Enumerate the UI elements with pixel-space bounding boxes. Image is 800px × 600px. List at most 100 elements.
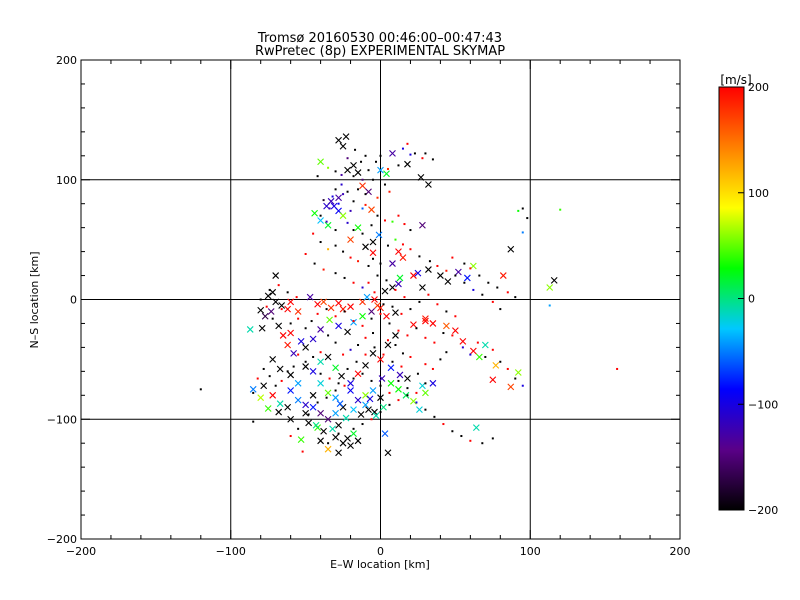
scatter-point-dot <box>361 423 364 426</box>
scatter-point-dot <box>342 250 345 253</box>
scatter-point-dot <box>337 432 340 435</box>
scatter-point-dot <box>406 334 409 337</box>
scatter-point-dot <box>397 329 400 332</box>
scatter-point-x <box>459 338 467 345</box>
scatter-point-x <box>309 335 317 343</box>
scatter-point-x <box>359 182 366 190</box>
scatter-point-dot <box>491 348 494 351</box>
scatter-point-x <box>261 312 269 320</box>
scatter-point-x <box>309 367 317 375</box>
scatter-point-dot <box>319 214 322 217</box>
scatter-point-dot <box>325 308 328 311</box>
scatter-point-dot <box>295 296 298 299</box>
scatter-point-x <box>377 304 384 312</box>
scatter-point-dot <box>401 243 404 246</box>
scatter-point-dot <box>361 286 364 289</box>
scatter-point-x <box>392 332 399 339</box>
scatter-point-x <box>269 355 277 363</box>
scatter-point-x <box>272 272 280 279</box>
y-tick-label: 0 <box>70 294 77 307</box>
colorbar-tick-label: −200 <box>748 504 778 517</box>
scatter-point-x <box>297 436 305 443</box>
scatter-point-dot <box>469 267 472 270</box>
scatter-point-dot <box>379 262 382 265</box>
scatter-point-dot <box>416 372 419 375</box>
scatter-point-dot <box>343 384 346 387</box>
scatter-point-dot <box>418 300 421 303</box>
scatter-point-x <box>371 408 378 416</box>
scatter-point-dot <box>431 367 434 370</box>
scatter-point-x <box>546 284 554 291</box>
scatter-point-x <box>317 358 324 366</box>
scatter-point-dot <box>388 391 391 394</box>
scatter-point-x <box>332 409 339 417</box>
x-tick-labels: −200 −100 0 100 200 <box>66 545 691 558</box>
scatter-point-dot <box>346 221 349 224</box>
scatter-point-dot <box>342 193 345 196</box>
scatter-point-x <box>327 197 335 205</box>
scatter-point-dot <box>319 241 322 244</box>
scatter-point-dot <box>357 188 360 191</box>
scatter-point-x <box>350 318 357 326</box>
scatter-point-dot <box>481 293 484 296</box>
scatter-point-dot <box>352 200 355 203</box>
scatter-point-dot <box>463 262 466 265</box>
scatter-point-dot <box>360 160 363 163</box>
scatter-point-x <box>297 338 305 345</box>
scatter-point-x <box>324 353 332 361</box>
scatter-point-dot <box>334 244 337 247</box>
scatter-point-dot <box>391 220 394 223</box>
scatter-point-dot <box>265 305 268 308</box>
scatter-point-dot <box>401 147 404 150</box>
scatter-point-dot <box>319 372 322 375</box>
x-axis-label: E–W location [km] <box>330 558 430 571</box>
scatter-point-dot <box>322 199 325 202</box>
scatter-point-x <box>347 236 354 244</box>
scatter-point-dot <box>352 175 355 178</box>
scatter-point-x <box>302 363 310 370</box>
scatter-point-dot <box>388 322 391 325</box>
scatter-point-x <box>320 427 327 435</box>
scatter-point-x <box>324 389 332 397</box>
scatter-point-x <box>264 292 272 300</box>
scatter-point-dot <box>461 346 464 349</box>
scatter-point-x <box>354 370 362 378</box>
scatter-point-dot <box>289 435 292 438</box>
scatter-point-dot <box>521 207 524 210</box>
scatter-point-x <box>335 449 342 457</box>
scatter-point-dot <box>199 388 202 391</box>
scatter-point-x <box>369 238 377 246</box>
scatter-point-x <box>278 302 286 309</box>
scatter-point-dot <box>379 384 382 387</box>
scatter-point-x <box>309 403 317 411</box>
chart-subtitle: RwPretec (8p) EXPERIMENTAL SKYMAP <box>255 44 505 59</box>
axis-ticks <box>80 59 681 540</box>
scatter-point-dot <box>481 442 484 445</box>
scatter-point-x <box>324 415 332 423</box>
scatter-point-dot <box>394 344 397 347</box>
scatter-point-dot <box>337 202 340 205</box>
scatter-point-dot <box>506 291 509 294</box>
scatter-point-x <box>392 309 399 317</box>
scatter-point-x <box>375 231 383 239</box>
scatter-point-dot <box>388 190 391 193</box>
scatter-point-dot <box>385 279 388 282</box>
scatter-point-dot <box>331 195 334 198</box>
scatter-point-dot <box>364 203 367 206</box>
scatter-points <box>199 133 619 457</box>
scatter-point-x <box>290 349 298 357</box>
scatter-point-dot <box>364 353 367 356</box>
scatter-point-dot <box>349 209 352 212</box>
scatter-point-dot <box>343 310 346 313</box>
scatter-point-x <box>444 278 452 285</box>
scatter-point-dot <box>451 430 454 433</box>
scatter-point-x <box>395 385 402 393</box>
scatter-point-x <box>422 389 429 397</box>
scatter-point-x <box>305 419 313 427</box>
scatter-point-x <box>284 341 292 349</box>
scatter-point-dot <box>415 327 418 330</box>
colorbar-tick-label: 100 <box>748 187 769 200</box>
y-tick-label: 200 <box>56 54 77 67</box>
y-tick-label: −100 <box>47 413 77 426</box>
scatter-point-dot <box>352 377 355 380</box>
